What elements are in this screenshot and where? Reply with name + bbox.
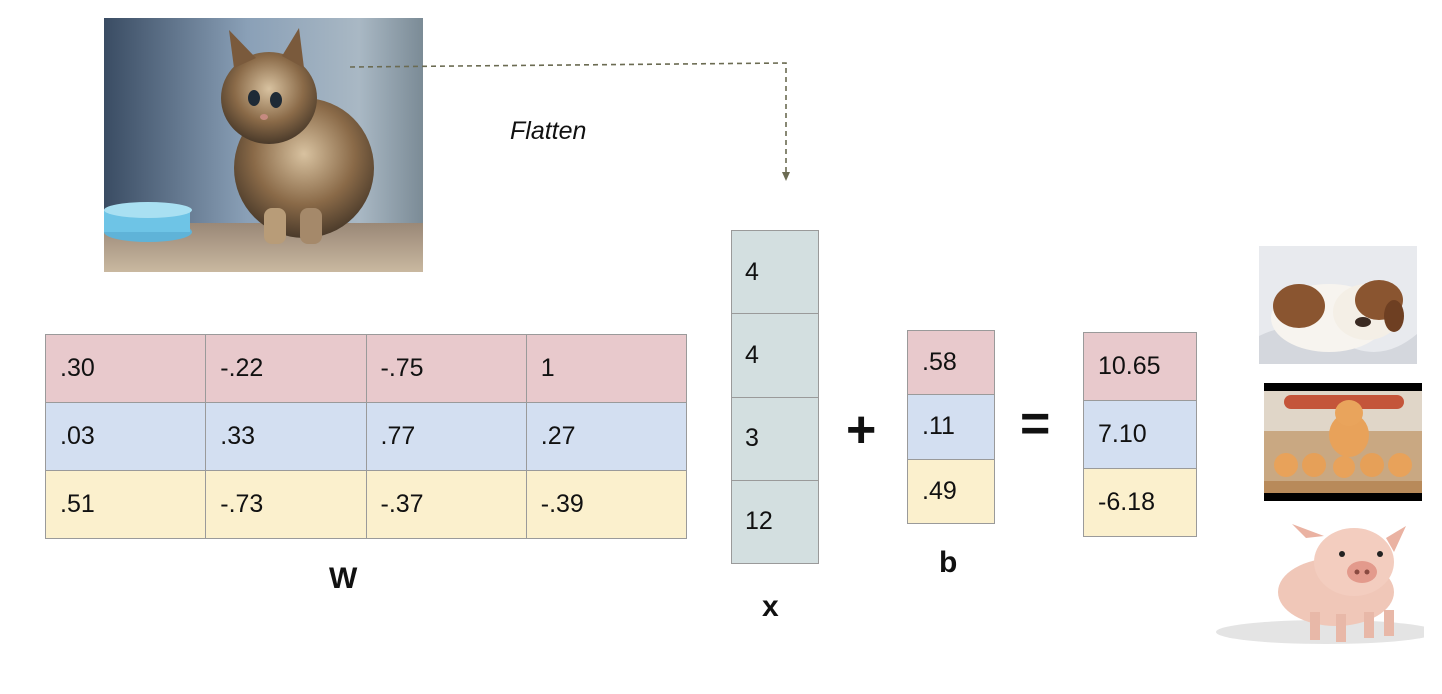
- weight-cell: -.22: [205, 334, 367, 403]
- score-cell: 7.10: [1083, 400, 1197, 469]
- score-vector: 10.65 7.10 -6.18: [1083, 332, 1197, 537]
- weight-cell: .33: [205, 402, 367, 471]
- score-cell: -6.18: [1083, 468, 1197, 537]
- input-vector: 4 4 3 12: [731, 229, 819, 565]
- input-cat-image: [104, 18, 423, 272]
- flatten-label: Flatten: [510, 117, 587, 145]
- weight-cell: -.73: [205, 470, 367, 539]
- equals-sign: =: [1020, 395, 1051, 453]
- input-label: x: [762, 590, 779, 623]
- class-pig-image: [1206, 520, 1424, 650]
- weight-cell: .51: [44, 470, 207, 539]
- weight-matrix: .30 -.22 -.75 1 .03 .33 .77 .27 .51 -.73…: [44, 334, 688, 539]
- weight-row: .03 .33 .77 .27: [44, 402, 688, 471]
- weight-row: .51 -.73 -.37 -.39: [44, 470, 688, 539]
- input-cell: 3: [731, 396, 819, 481]
- weight-row: .30 -.22 -.75 1: [44, 334, 688, 403]
- bias-label: b: [939, 546, 958, 579]
- weight-cell: -.37: [365, 470, 527, 539]
- class-dog-image: [1259, 246, 1417, 364]
- weight-label: W: [329, 562, 358, 595]
- weight-cell: -.39: [525, 470, 688, 539]
- plus-sign: +: [846, 401, 877, 459]
- weight-cell: .30: [44, 334, 207, 403]
- bias-cell: .49: [907, 458, 995, 525]
- bias-cell: .11: [907, 394, 995, 460]
- weight-cell: .27: [525, 402, 688, 471]
- weight-cell: .77: [365, 402, 527, 471]
- input-cell: 4: [731, 313, 819, 398]
- weight-cell: 1: [525, 334, 688, 403]
- bias-vector: .58 .11 .49: [907, 329, 995, 525]
- weight-cell: -.75: [365, 334, 527, 403]
- input-cell: 4: [731, 229, 819, 315]
- score-cell: 10.65: [1083, 332, 1197, 401]
- weight-cell: .03: [44, 402, 207, 471]
- bias-cell: .58: [907, 329, 995, 396]
- input-cell: 12: [731, 479, 819, 565]
- class-cat-image: [1264, 383, 1422, 501]
